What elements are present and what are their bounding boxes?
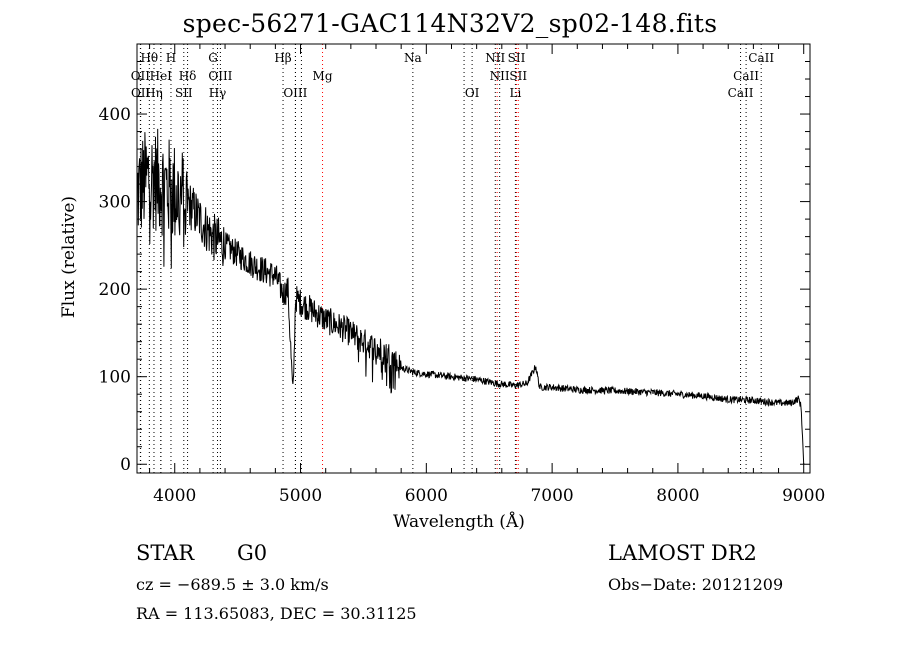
survey-name: LAMOST DR2 [608,541,757,565]
coordinates: RA = 113.65083, DEC = 30.31125 [136,604,417,623]
x-tick-label: 9000 [782,486,825,506]
line-marker-label: OIII [283,86,307,100]
obs-date: Obs−Date: 20121209 [608,575,784,594]
x-tick-label: 7000 [530,486,573,506]
line-marker-label: OII [131,69,151,83]
axes: 4000 5000 6000 7000 8000 9000 0 100 200 300 400 [99,44,825,506]
line-marker-label: OIII [208,69,232,83]
line-marker-label: HeI [150,69,173,83]
line-marker-label: Mg [313,69,333,83]
line-marker-label: Hβ [274,51,291,65]
line-marker-label: H [166,51,176,65]
line-marker-label: SII [508,51,526,65]
y-axis-label: Flux (relative) [59,195,79,319]
y-tick-label: 300 [99,193,131,213]
line-marker-label: SII [175,86,193,100]
y-tick-label: 400 [99,105,131,125]
spectrum-line [136,128,805,465]
x-tick-label: 6000 [405,486,448,506]
object-subclass: G0 [237,541,268,565]
y-tick-label: 200 [99,280,131,300]
object-class: STAR [136,541,195,565]
line-marker-label: Hγ [209,86,227,100]
line-marker-label: Na [404,51,422,65]
y-tick-label: 0 [120,455,131,475]
x-tick-label: 5000 [279,486,322,506]
line-marker-label: OII [131,86,151,100]
line-marker-label: Li [509,86,521,100]
line-marker-label: G [208,51,218,65]
x-axis-label: Wavelength (Å) [393,512,525,532]
redshift-text: cz = −689.5 ± 3.0 km/s [136,575,329,594]
line-marker-label: CaII [728,86,754,100]
x-tick-label: 4000 [153,486,196,506]
line-marker-label: NII [485,51,505,65]
chart-title: spec-56271-GAC114N32V2_sp02-148.fits [182,9,718,38]
line-marker-label: SII [509,69,527,83]
line-marker-label: Hδ [179,69,197,83]
line-marker-label: Hθ [140,51,158,65]
plot-frame [136,43,811,474]
x-tick-label: 8000 [656,486,699,506]
line-marker-label: CaII [733,69,759,83]
line-marker-label: Hη [145,86,163,100]
line-marker-label: NII [490,69,510,83]
y-tick-label: 100 [99,368,131,388]
line-marker-label: CaII [748,51,774,65]
line-marker-label: OI [465,86,480,100]
